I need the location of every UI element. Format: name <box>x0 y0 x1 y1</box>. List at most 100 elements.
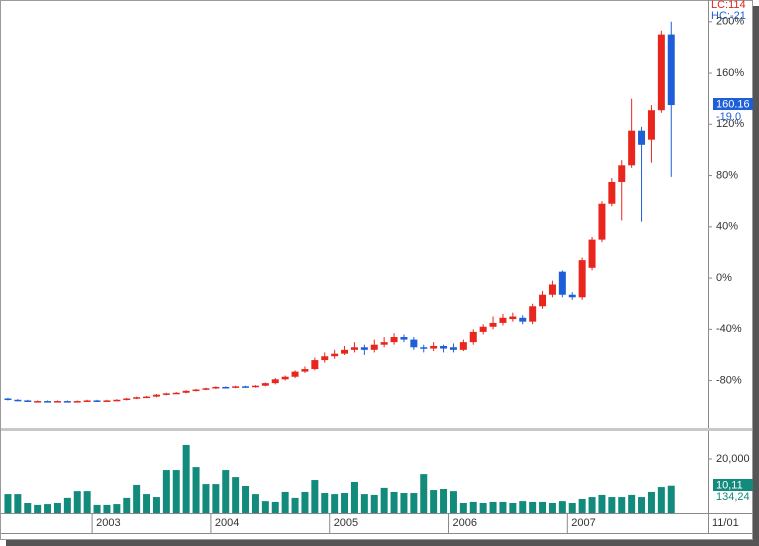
candle-body <box>34 401 42 403</box>
volume-bar <box>529 501 537 513</box>
candle-body <box>529 306 537 322</box>
candle-body <box>103 400 111 402</box>
candle-body <box>449 347 457 350</box>
volume-bar <box>301 491 309 513</box>
volume-bar <box>380 487 388 513</box>
volume-bar <box>459 503 467 513</box>
volume-bar <box>93 504 101 513</box>
y-tick-label: 40% <box>716 221 738 233</box>
volume-bar <box>291 497 299 513</box>
candle-body <box>232 386 240 388</box>
candle-body <box>192 389 200 392</box>
candle-body <box>4 398 12 401</box>
candle-body <box>608 181 616 204</box>
volume-tick-label: 20,000 <box>716 453 750 465</box>
candle-body <box>390 337 398 343</box>
candle-body <box>380 342 388 345</box>
candle-body <box>479 326 487 332</box>
volume-bar <box>350 481 358 513</box>
volume-bar <box>578 498 586 513</box>
candle-body <box>53 401 61 403</box>
volume-avg-readout: 134,24 <box>716 491 750 503</box>
volume-bar <box>152 497 160 513</box>
price-readout: 160.16 <box>716 98 750 110</box>
candle-body <box>430 345 438 349</box>
volume-bar <box>449 491 457 513</box>
volume-bar <box>24 503 32 513</box>
candle-body <box>242 386 250 388</box>
panel-separator <box>1 428 752 431</box>
candle-body <box>519 317 527 322</box>
volume-bar <box>251 494 259 513</box>
candle-body <box>578 260 586 298</box>
volume-bar <box>53 503 61 513</box>
volume-bar <box>123 497 131 513</box>
volume-bar <box>489 501 497 513</box>
volume-bar <box>667 485 675 513</box>
volume-bar <box>588 497 596 513</box>
candle-body <box>172 392 180 395</box>
candle-body <box>93 400 101 402</box>
y-tick-label: 200% <box>716 16 744 28</box>
candle-body <box>410 339 418 348</box>
volume-bar <box>113 504 121 513</box>
volume-bar <box>143 494 151 513</box>
volume-bar <box>657 487 665 513</box>
volume-bar <box>598 494 606 513</box>
candle-body <box>628 130 636 166</box>
candle-body <box>539 294 547 307</box>
volume-bar <box>410 493 418 513</box>
candle-body <box>301 369 309 372</box>
volume-bar <box>44 504 52 513</box>
x-tick-label: 2005 <box>334 517 358 529</box>
candle-body <box>420 347 428 349</box>
volume-bar <box>647 491 655 513</box>
volume-bar <box>400 493 408 513</box>
y-tick-label: 80% <box>716 169 738 181</box>
volume-bar <box>73 491 81 513</box>
candle-body <box>202 388 210 390</box>
candle-body <box>499 317 507 323</box>
hc-readout: HC:-21 <box>711 10 746 22</box>
candle-body <box>509 316 517 320</box>
volume-bar <box>390 491 398 513</box>
volume-bar <box>628 494 636 513</box>
change-readout: -19.0 <box>716 111 741 123</box>
candle-body <box>222 386 230 389</box>
x-tick-label: 2003 <box>96 517 120 529</box>
candle-body <box>489 322 497 327</box>
volume-bar <box>519 501 527 513</box>
y-tick-label: 0% <box>716 272 732 284</box>
y-tick-label: 120% <box>716 118 744 130</box>
volume-bar <box>133 484 141 513</box>
lc-readout: LC:114 <box>711 0 746 11</box>
volume-bar <box>548 503 556 513</box>
candle-body <box>182 390 190 393</box>
volume-bar <box>222 470 230 513</box>
candle-body <box>162 393 170 395</box>
volume-bar <box>539 501 547 513</box>
candle-body <box>113 399 121 402</box>
volume-bar <box>331 494 339 513</box>
volume-bar <box>34 504 42 513</box>
candle-body <box>558 271 566 295</box>
candle-body <box>63 401 71 403</box>
volume-bar <box>281 491 289 513</box>
volume-bar <box>420 474 428 513</box>
candle-body <box>311 360 319 370</box>
candle-body <box>291 371 299 377</box>
candle-body <box>44 401 52 403</box>
candle-body <box>459 342 467 350</box>
candle-body <box>440 345 448 349</box>
candle-body <box>360 347 368 350</box>
volume-bar <box>360 494 368 513</box>
candle-body <box>123 398 131 401</box>
volume-bar <box>311 480 319 513</box>
y-tick-label: 160% <box>716 67 744 79</box>
volume-readout-box <box>713 479 753 491</box>
volume-readout: 10,11 <box>716 479 743 491</box>
candle-body <box>667 34 675 106</box>
volume-bar <box>271 501 279 513</box>
